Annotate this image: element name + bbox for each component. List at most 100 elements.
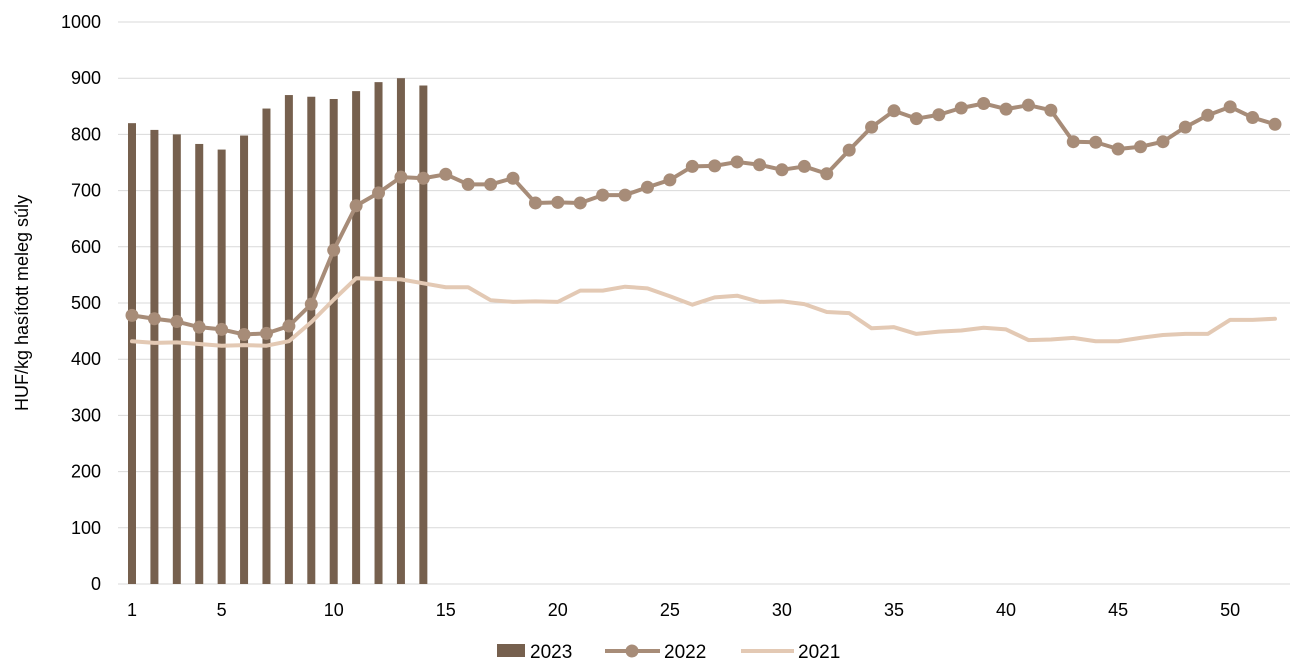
x-axis-ticks: 1 5 10 15 20 25 30 35 40 45 50: [127, 600, 1240, 620]
point-2022: [282, 319, 296, 333]
line-2022: [131, 101, 1276, 337]
point-2022: [954, 101, 968, 115]
point-2022: [999, 102, 1013, 116]
bar-2023: [128, 123, 136, 584]
point-2022: [528, 196, 542, 210]
bar-2023: [352, 91, 361, 584]
x-tick-label: 20: [548, 600, 568, 620]
point-2022: [640, 180, 654, 194]
y-tick-label: 900: [71, 68, 101, 88]
bar-2023: [195, 143, 204, 585]
bar-2023: [307, 96, 316, 584]
y-tick-label: 300: [71, 405, 101, 425]
bar-2023: [396, 78, 405, 584]
point-2022: [192, 320, 206, 334]
x-tick-label: 25: [660, 600, 680, 620]
x-tick-label: 1: [127, 600, 137, 620]
point-2022: [147, 312, 161, 326]
point-2022: [439, 167, 453, 181]
y-tick-label: 400: [71, 349, 101, 369]
point-2022: [1201, 108, 1215, 122]
legend: 2023 2022 2021: [497, 642, 840, 661]
bar-2023: [419, 85, 428, 585]
point-2022: [820, 167, 834, 181]
point-2022: [170, 315, 184, 329]
x-tick-label: 15: [436, 600, 456, 620]
point-2022: [484, 177, 498, 191]
point-2022: [1178, 120, 1192, 134]
point-2022: [596, 188, 610, 202]
grid-lines: [118, 21, 1290, 585]
bar-2023: [150, 129, 159, 585]
point-2022: [372, 186, 386, 200]
y-tick-label: 800: [71, 124, 101, 144]
point-2022: [663, 173, 677, 187]
legend-label-2021: 2021: [798, 642, 840, 661]
point-2022: [909, 112, 923, 126]
point-2022: [349, 199, 363, 213]
y-tick-label: 700: [71, 181, 101, 201]
point-2022: [1246, 111, 1260, 125]
point-2022: [887, 104, 901, 118]
line-2021: [130, 276, 1277, 348]
bar-2023: [374, 82, 383, 584]
bar-2023: [217, 149, 226, 584]
point-2022: [932, 108, 946, 122]
x-tick-label: 5: [217, 600, 227, 620]
x-tick-label: 10: [324, 600, 344, 620]
y-tick-label: 100: [71, 518, 101, 538]
y-tick-label: 200: [71, 462, 101, 482]
point-2022: [753, 158, 767, 172]
point-2022: [461, 177, 475, 191]
bar-2023: [240, 135, 249, 585]
point-2022: [237, 327, 251, 341]
y-axis-ticks: 0 100 200 300 400 500 600 700 800 900 1000: [61, 12, 101, 594]
y-tick-label: 500: [71, 293, 101, 313]
point-2022: [977, 96, 991, 110]
point-2022: [842, 143, 856, 157]
point-2022: [304, 297, 318, 311]
series-2022-line: [125, 96, 1282, 341]
x-tick-label: 30: [772, 600, 792, 620]
point-2022: [327, 243, 341, 257]
point-2022: [685, 159, 699, 173]
point-2022: [259, 326, 273, 340]
point-2022: [506, 171, 520, 185]
x-tick-label: 45: [1108, 600, 1128, 620]
point-2022: [551, 195, 565, 209]
point-2022: [1134, 140, 1148, 154]
point-2022: [394, 170, 408, 184]
series-2021-line: [130, 276, 1277, 348]
x-tick-label: 50: [1220, 600, 1240, 620]
legend-swatch-2023: [497, 644, 525, 657]
point-2022: [573, 196, 587, 210]
point-2022: [1089, 135, 1103, 149]
point-2022: [797, 159, 811, 173]
point-2022: [730, 155, 744, 169]
point-2022: [1156, 135, 1170, 149]
point-2022: [1066, 135, 1080, 149]
y-axis-label: HUF/kg hasított meleg súly: [12, 195, 32, 411]
point-2022: [215, 322, 229, 336]
point-2022: [865, 120, 879, 134]
point-2022: [125, 308, 139, 322]
x-tick-label: 40: [996, 600, 1016, 620]
point-2022: [775, 163, 789, 177]
x-tick-label: 35: [884, 600, 904, 620]
legend-label-2022: 2022: [664, 642, 706, 661]
point-2022: [1111, 142, 1125, 156]
legend-label-2023: 2023: [530, 642, 572, 661]
legend-marker-2022: [625, 644, 639, 658]
point-2022: [1268, 117, 1282, 131]
bar-2023: [329, 98, 338, 584]
bar-2023: [172, 134, 181, 584]
point-2022: [1044, 103, 1058, 117]
y-tick-label: 600: [71, 237, 101, 257]
point-2022: [416, 171, 430, 185]
point-2022: [618, 188, 632, 202]
point-2022: [1223, 100, 1237, 114]
y-tick-label: 0: [91, 574, 101, 594]
point-2022: [1021, 98, 1035, 112]
point-2022: [708, 159, 722, 173]
